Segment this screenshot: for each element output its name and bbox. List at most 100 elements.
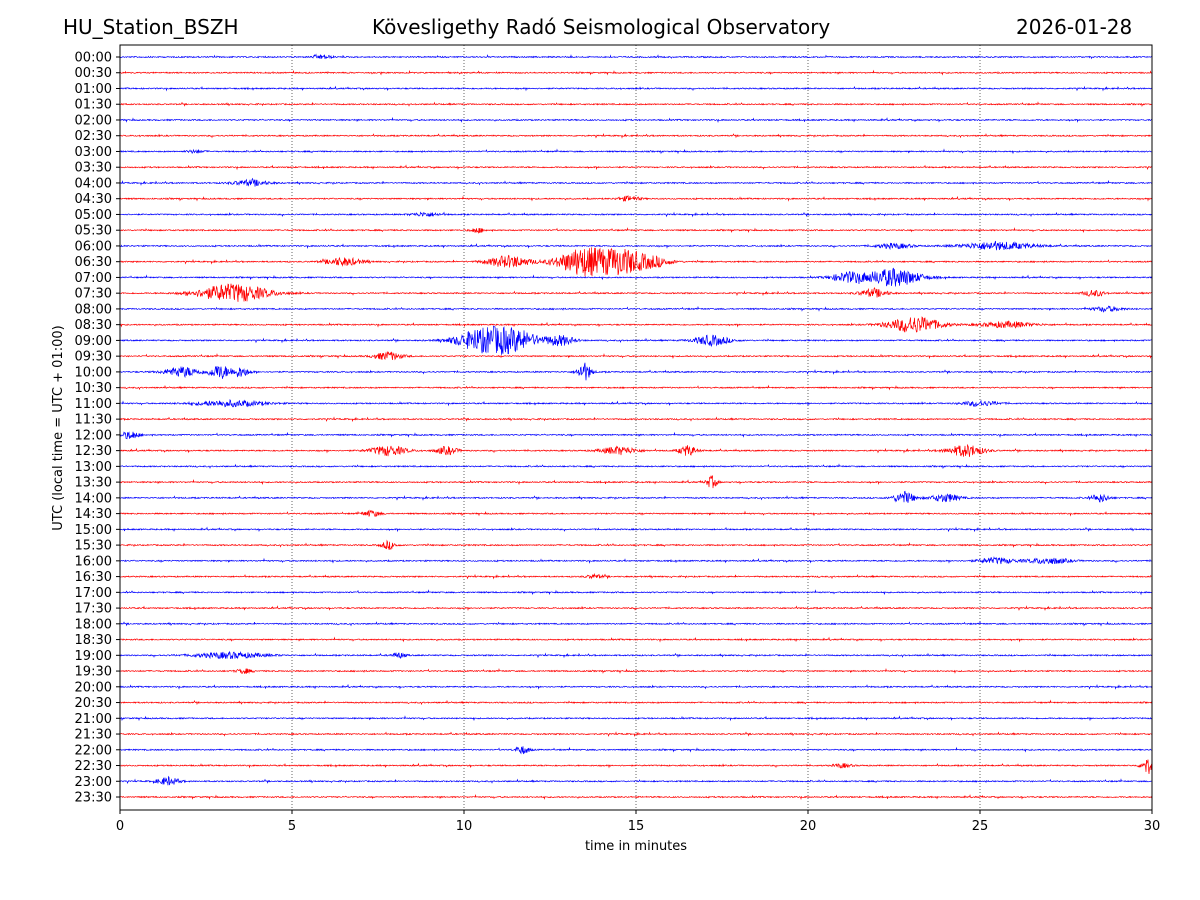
trace-1000 [119,362,1153,381]
y-tick-label: 17:30 [75,602,112,617]
y-tick-label: 05:30 [75,224,112,239]
trace-2300 [119,775,1153,786]
trace-0000 [119,53,1153,60]
y-tick-label: 09:00 [75,334,112,349]
y-tick-label: 00:30 [75,66,112,81]
trace-1530 [119,539,1153,551]
y-tick-label: 21:30 [75,728,112,743]
date-label: 2026-01-28 [1016,15,1133,39]
y-tick-label: 13:30 [75,476,112,491]
y-tick-label: 03:30 [75,161,112,176]
y-tick-label: 12:30 [75,444,112,459]
y-tick-label: 23:00 [75,775,112,790]
trace-1030 [119,384,1153,391]
y-tick-label: 08:00 [75,302,112,317]
trace-1900 [119,650,1153,660]
chart-title: Kövesligethy Radó Seismological Observat… [372,15,831,39]
x-tick-label: 25 [972,819,989,834]
trace-0800 [119,305,1153,313]
trace-1430 [119,509,1153,517]
y-tick-label: 22:30 [75,759,112,774]
trace-0530 [119,227,1153,234]
trace-0330 [119,164,1153,171]
trace-0600 [119,240,1153,251]
trace-0130 [119,101,1153,108]
y-tick-label: 18:30 [75,633,112,648]
y-tick-label: 07:30 [75,287,112,302]
y-tick-label: 11:00 [75,397,112,412]
y-tick-label: 02:00 [75,113,112,128]
trace-0430 [119,194,1153,202]
trace-1200 [119,431,1153,440]
x-tick-label: 15 [628,819,645,834]
y-tick-label: 17:00 [75,586,112,601]
trace-1330 [119,474,1153,489]
trace-0100 [119,85,1153,92]
trace-2030 [119,699,1153,706]
y-tick-label: 19:30 [75,665,112,680]
y-tick-label: 01:00 [75,82,112,97]
trace-1630 [119,572,1153,580]
trace-0630 [119,247,1153,277]
y-tick-label: 04:00 [75,176,112,191]
trace-0900 [119,325,1153,355]
y-tick-label: 16:30 [75,570,112,585]
trace-0200 [119,116,1153,123]
trace-1230 [119,444,1153,457]
trace-1400 [119,490,1153,503]
y-tick-label: 13:00 [75,460,112,475]
trace-0030 [119,69,1153,76]
trace-2330 [119,793,1153,801]
y-tick-label: 14:00 [75,491,112,506]
trace-0300 [119,148,1153,155]
trace-1930 [119,667,1153,675]
trace-1600 [119,556,1153,565]
station-label: HU_Station_BSZH [63,15,239,39]
y-tick-label: 00:00 [75,51,112,66]
y-tick-label: 10:30 [75,381,112,396]
y-tick-label: 06:30 [75,255,112,270]
trace-2130 [119,731,1153,738]
y-tick-label: 11:30 [75,413,112,428]
y-tick-label: 06:00 [75,239,112,254]
y-axis-label: UTC (local time = UTC + 01:00) [51,325,66,530]
trace-1100 [119,399,1153,408]
x-tick-label: 20 [800,819,817,834]
y-tick-label: 02:30 [75,129,112,144]
trace-1800 [119,620,1153,627]
y-tick-label: 15:30 [75,539,112,554]
x-tick-label: 0 [116,819,124,834]
y-tick-label: 16:00 [75,554,112,569]
y-tick-label: 08:30 [75,318,112,333]
y-tick-label: 19:00 [75,649,112,664]
y-tick-label: 05:00 [75,208,112,223]
y-tick-label: 09:30 [75,350,112,365]
y-tick-label: 12:00 [75,428,112,443]
trace-0730 [119,283,1153,302]
trace-1300 [119,463,1153,470]
trace-1830 [119,636,1153,643]
y-tick-label: 07:00 [75,271,112,286]
y-tick-label: 18:00 [75,617,112,632]
trace-2100 [119,715,1153,722]
x-tick-label: 30 [1144,819,1161,834]
trace-1500 [119,526,1153,533]
x-tick-label: 10 [456,819,473,834]
trace-1730 [119,605,1153,612]
trace-0500 [119,211,1153,218]
y-tick-label: 22:00 [75,743,112,758]
trace-2200 [119,746,1153,755]
y-tick-label: 01:30 [75,98,112,113]
trace-0930 [119,350,1153,361]
trace-0400 [119,177,1153,187]
trace-0700 [119,267,1153,287]
y-tick-label: 10:00 [75,365,112,380]
x-tick-label: 5 [288,819,296,834]
trace-2230 [119,759,1153,774]
y-tick-label: 20:30 [75,696,112,711]
trace-0830 [119,316,1153,333]
y-tick-label: 23:30 [75,791,112,806]
trace-2000 [119,683,1153,690]
y-tick-label: 14:30 [75,507,112,522]
